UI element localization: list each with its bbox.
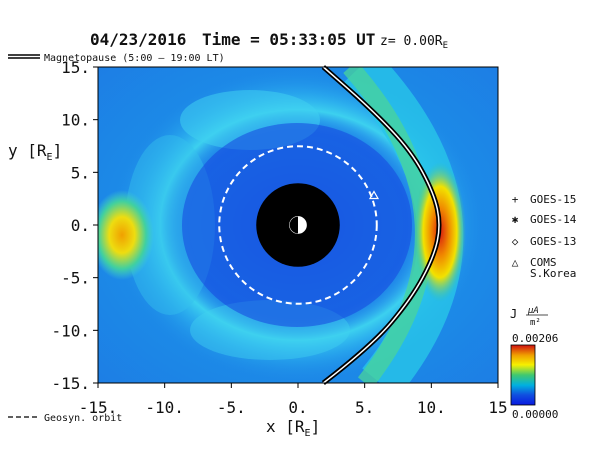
magnetopause-curve-inner	[322, 66, 440, 384]
header-z-label: z= 0.00R	[380, 34, 443, 49]
cyan-patch-left	[125, 135, 215, 315]
x-axis-ticks: -15. -10. -5. 0. 5. 10. 15	[79, 383, 508, 417]
satellite-legend-symbol: △	[512, 256, 519, 269]
y-axis-label: y [RE]	[8, 141, 62, 163]
y-tick-label: 15.	[61, 58, 90, 77]
header-date: 04/23/2016	[90, 30, 186, 49]
header-z-sub: E	[443, 41, 448, 51]
x-tick-label: 5.	[355, 398, 374, 417]
x-tick-label: -5.	[217, 398, 246, 417]
y-tick-label: 0.	[71, 216, 90, 235]
earth-icon	[289, 216, 307, 234]
y-axis-ticks: 15. 10. 5. 0. -5. -10. -15.	[51, 58, 98, 393]
y-tick-label: 5.	[71, 163, 90, 182]
colorbar-min-label: 0.00000	[512, 408, 558, 421]
tail-current-blob	[98, 190, 154, 280]
y-tick-label: 10.	[61, 111, 90, 130]
y-tick-label: -15.	[51, 374, 90, 393]
x-tick-label: 10.	[417, 398, 446, 417]
satellite-legend-name: GOES-15	[530, 193, 576, 206]
colorbar-max-label: 0.00206	[512, 332, 558, 345]
magnetopause-legend-label: Magnetopause (5:00 – 19:00 LT)	[44, 53, 225, 64]
satellite-legend-name: GOES-13	[530, 235, 576, 248]
y-tick-label: -5.	[61, 269, 90, 288]
geosyn-legend-label: Geosyn. orbit	[44, 413, 122, 424]
x-axis-label: x [RE]	[266, 417, 320, 439]
colorbar-unit: μA m²	[526, 306, 548, 328]
colorbar	[510, 344, 536, 406]
x-tick-label: 15	[488, 398, 507, 417]
colorbar-unit-num: μA	[527, 306, 539, 316]
header-z: z= 0.00RE	[380, 34, 448, 51]
y-tick-label: -10.	[51, 321, 90, 340]
x-tick-label: -15.	[79, 398, 118, 417]
satellite-legend-name-2: S.Korea	[530, 267, 576, 280]
x-tick-label: 0.	[288, 398, 307, 417]
colorbar-unit-den: m²	[530, 318, 541, 328]
satellite-markers	[368, 190, 380, 200]
satellite-legend-symbol: ✱	[512, 213, 519, 226]
geosynchronous-orbit	[218, 145, 378, 305]
earth-nightside	[289, 216, 298, 234]
colorbar-j-label: J	[510, 307, 517, 321]
satellite-legend-symbol: +	[512, 193, 519, 206]
x-tick-label: -10.	[145, 398, 184, 417]
satellite-legend-name: COMS	[530, 256, 557, 269]
satellite-legend-name: GOES-14	[530, 213, 577, 226]
header-time: Time = 05:33:05 UT	[202, 30, 375, 49]
satellite-marker-coms	[368, 190, 380, 200]
satellite-legend-symbol: ◇	[512, 235, 519, 248]
